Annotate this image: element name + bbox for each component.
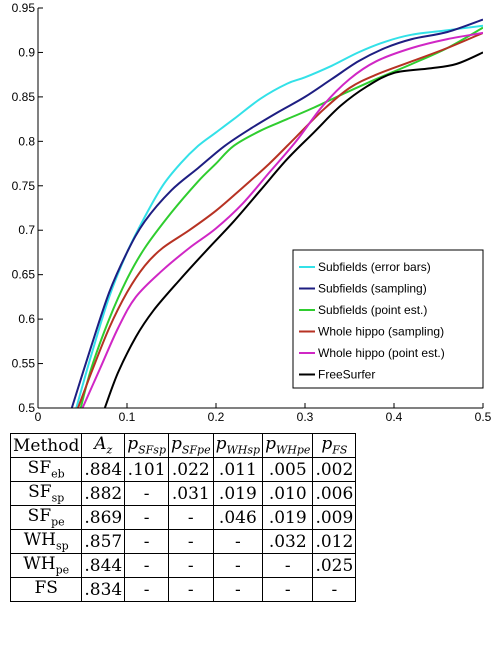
p-value-cell: - — [124, 577, 169, 602]
p-value-cell: - — [167, 577, 214, 602]
p-value-cell: - — [124, 553, 169, 578]
az-cell: .857 — [81, 529, 126, 554]
az-cell: .834 — [81, 577, 126, 602]
method-cell: SFsp — [9, 481, 83, 506]
y-tick-label: 0.95 — [12, 1, 36, 15]
p-value-cell: - — [124, 529, 169, 554]
az-cell: .884 — [81, 457, 126, 482]
p-value-cell: .019 — [262, 505, 314, 530]
p-value-cell: - — [124, 505, 169, 530]
x-tick-label: 0.5 — [475, 410, 492, 424]
header-p-fs: pFS — [312, 433, 357, 458]
p-value-cell: - — [167, 505, 214, 530]
p-value-cell: .009 — [312, 505, 357, 530]
p-value-cell: .002 — [312, 457, 357, 482]
p-value-cell: .031 — [167, 481, 214, 506]
y-tick-label: 0.65 — [12, 268, 36, 282]
y-tick-label: 0.85 — [12, 90, 36, 104]
y-tick-label: 0.8 — [18, 134, 35, 148]
legend-box — [292, 249, 484, 389]
header-p-whpe: pWHpe — [262, 433, 314, 458]
legend-label: Whole hippo (point est.) — [318, 346, 445, 360]
legend-label: FreeSurfer — [318, 368, 375, 382]
p-value-cell: - — [124, 481, 169, 506]
table-row: WHsp .857- - - .032.012 — [9, 529, 357, 554]
p-value-cell: - — [312, 577, 357, 602]
y-tick-label: 0.75 — [12, 179, 36, 193]
x-tick-label: 0.4 — [386, 410, 403, 424]
x-tick-label: 0.2 — [208, 410, 225, 424]
p-value-cell: - — [167, 553, 214, 578]
az-cell: .882 — [81, 481, 126, 506]
method-cell: SFpe — [9, 505, 83, 530]
legend-label: Subfields (error bars) — [318, 260, 431, 274]
p-value-cell: .025 — [312, 553, 357, 578]
az-cell: .844 — [81, 553, 126, 578]
p-value-cell: .011 — [212, 457, 264, 482]
p-value-cell: .019 — [212, 481, 264, 506]
y-tick-label: 0.6 — [18, 312, 35, 326]
p-value-cell: .046 — [212, 505, 264, 530]
table-row: SFsp .882- .031.019.010.006 — [9, 481, 357, 506]
x-tick-label: 0.1 — [119, 410, 136, 424]
p-value-cell: .032 — [262, 529, 314, 554]
y-tick-label: 0.5 — [18, 401, 35, 415]
x-tick-label: 0.3 — [297, 410, 314, 424]
p-value-table: Method Az pSFsp pSFpe pWHsp pWHpe pFS SF… — [9, 433, 357, 602]
p-value-cell: .012 — [312, 529, 357, 554]
method-cell: WHsp — [9, 529, 83, 554]
header-az: Az — [81, 433, 126, 458]
method-cell: WHpe — [9, 553, 83, 578]
legend: Subfields (error bars) Subfields (samplin… — [292, 249, 484, 389]
y-tick-label: 0.55 — [12, 357, 36, 371]
axes: 0.5 0.55 0.6 0.65 0.7 0.75 0.8 0.85 0.9 0.95 0 0.1 0… — [12, 1, 492, 424]
series-line — [81, 31, 483, 408]
x-tick-label: 0 — [35, 410, 42, 424]
p-value-cell: - — [212, 577, 264, 602]
p-value-cell: .101 — [124, 457, 169, 482]
header-p-sfpe: pSFpe — [167, 433, 214, 458]
p-value-cell: .006 — [312, 481, 357, 506]
table-row: SFpe .869- - .046.019.009 — [9, 505, 357, 530]
p-value-cell: - — [262, 553, 314, 578]
method-cell: FS — [9, 577, 83, 602]
series-line — [103, 51, 483, 408]
legend-label: Subfields (point est.) — [318, 303, 427, 317]
table-row: FS .834- - - - - — [9, 577, 357, 602]
legend-label: Whole hippo (sampling) — [318, 325, 444, 339]
series-line — [77, 31, 483, 408]
p-value-cell: - — [167, 529, 214, 554]
header-p-whsp: pWHsp — [212, 433, 264, 458]
header-p-sfsp: pSFsp — [124, 433, 169, 458]
p-value-cell: .005 — [262, 457, 314, 482]
series-line — [70, 18, 483, 408]
table-row: SFeb .884.101.022.011.005.002 — [9, 457, 357, 482]
p-value-cell: .022 — [167, 457, 214, 482]
method-cell: SFeb — [9, 457, 83, 482]
y-tick-label: 0.9 — [18, 45, 35, 59]
y-tick-label: 0.7 — [18, 223, 35, 237]
p-value-cell: - — [212, 553, 264, 578]
table-header-row: Method Az pSFsp pSFpe pWHsp pWHpe pFS — [9, 433, 357, 458]
p-value-cell: .010 — [262, 481, 314, 506]
legend-label: Subfields (sampling) — [318, 282, 427, 296]
p-value-cell: - — [212, 529, 264, 554]
header-method: Method — [9, 433, 83, 458]
az-cell: .869 — [81, 505, 126, 530]
table-row: WHpe .844- - - - .025 — [9, 553, 357, 578]
p-value-cell: - — [262, 577, 314, 602]
plot-area — [70, 18, 483, 408]
roc-chart: 0.5 0.55 0.6 0.65 0.7 0.75 0.8 0.85 0.9 0.95 0 0.1 0… — [12, 1, 492, 424]
